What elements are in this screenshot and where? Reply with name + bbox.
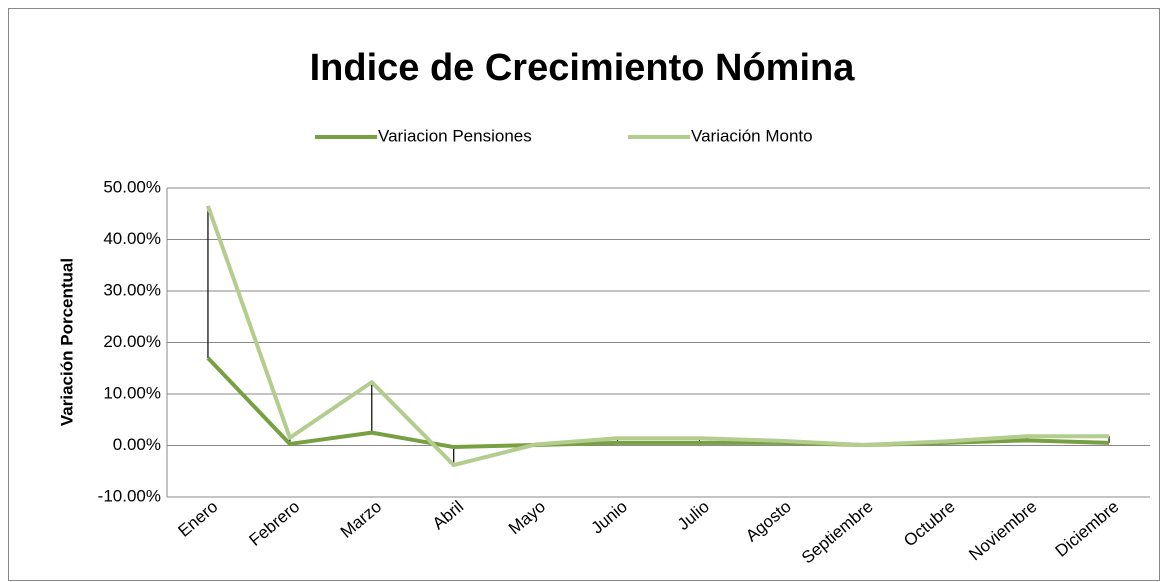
y-tick-label: -10.00% <box>98 486 161 505</box>
y-axis-title: Variación Porcentual <box>57 258 76 426</box>
y-tick-label: 50.00% <box>103 177 161 196</box>
y-tick-label: 10.00% <box>103 383 161 402</box>
legend-label: Variacion Pensiones <box>378 126 532 145</box>
y-tick-label: 40.00% <box>103 229 161 248</box>
chart-border <box>8 8 1160 581</box>
y-tick-label: 30.00% <box>103 280 161 299</box>
y-tick-label: 0.00% <box>113 435 161 454</box>
series-line <box>206 205 1110 468</box>
chart-title: Indice de Crecimiento Nómina <box>310 47 856 89</box>
y-tick-label: 20.00% <box>103 332 161 351</box>
legend-label: Variación Monto <box>691 126 813 145</box>
